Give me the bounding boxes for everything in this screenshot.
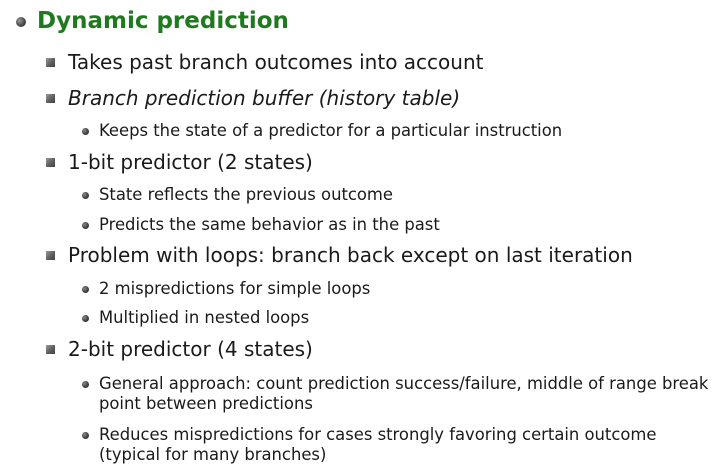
sub-list-item-text: State reflects the previous outcome (99, 185, 393, 204)
dot-bullet-icon (82, 432, 89, 439)
sub-list-item: Reduces mispredictions for cases strongl… (82, 425, 711, 465)
square-bullet-icon (46, 251, 55, 260)
sub-list-item: Multiplied in nested loops (82, 308, 309, 328)
sub-list-item-text: Keeps the state of a predictor for a par… (99, 121, 563, 140)
dot-bullet-icon (82, 381, 89, 388)
list-item-text: Branch prediction buffer (history table) (68, 86, 461, 110)
slide-title: Dynamic prediction (37, 8, 289, 34)
sub-list-item-text: Predicts the same behavior as in the pas… (99, 215, 440, 234)
sub-list-item: Predicts the same behavior as in the pas… (82, 215, 440, 235)
list-item: Takes past branch outcomes into account (46, 50, 483, 74)
title-row: Dynamic prediction (16, 8, 289, 34)
bullet-icon (16, 17, 26, 27)
dot-bullet-icon (82, 315, 89, 322)
dot-bullet-icon (82, 222, 89, 229)
list-item-text: 1-bit predictor (2 states) (68, 150, 313, 174)
square-bullet-icon (46, 158, 55, 167)
sub-list-item-text: 2 mispredictions for simple loops (99, 279, 371, 298)
sub-list-item-text: Multiplied in nested loops (99, 308, 310, 327)
sub-list-item: Keeps the state of a predictor for a par… (82, 121, 562, 141)
list-item: Branch prediction buffer (history table) (46, 86, 460, 110)
sub-list-item: State reflects the previous outcome (82, 185, 393, 205)
sub-list-item: 2 mispredictions for simple loops (82, 279, 370, 299)
list-item: 1-bit predictor (2 states) (46, 150, 313, 174)
square-bullet-icon (46, 94, 55, 103)
list-item: Problem with loops: branch back except o… (46, 243, 633, 267)
sub-list-item: General approach: count prediction succe… (82, 374, 711, 414)
sub-list-item-text: Reduces mispredictions for cases strongl… (99, 425, 657, 464)
list-item-text: Takes past branch outcomes into account (68, 50, 484, 74)
list-item: 2-bit predictor (4 states) (46, 337, 313, 361)
dot-bullet-icon (82, 192, 89, 199)
dot-bullet-icon (82, 286, 89, 293)
list-item-text: 2-bit predictor (4 states) (68, 337, 313, 361)
dot-bullet-icon (82, 128, 89, 135)
square-bullet-icon (46, 345, 55, 354)
square-bullet-icon (46, 58, 55, 67)
list-item-text: Problem with loops: branch back except o… (68, 243, 633, 267)
sub-list-item-text: General approach: count prediction succe… (99, 374, 709, 413)
